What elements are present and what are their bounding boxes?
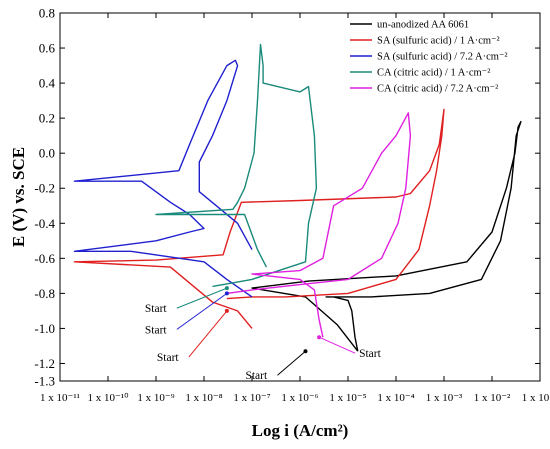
start-label: Start [359,348,382,360]
y-tick-label: 0.2 [39,111,55,126]
annotation-layer: Start Start Start Start Start [145,286,382,382]
legend-label: CA (citric acid) / 7.2 A·cm⁻² [377,84,498,95]
start-arrowhead [224,308,229,313]
series-line-4 [226,112,412,338]
start-label: Start [245,370,268,382]
series-layer [73,43,522,352]
x-tick-label: 1 x 10⁻⁵ [329,392,366,404]
start-arrow [318,336,356,354]
start-arrowhead [224,286,229,291]
legend-label: un-anodized AA 6061 [377,20,469,31]
start-arrowhead [303,349,308,354]
x-tick-label: 1 x 10⁻⁷ [233,392,270,404]
start-label: Start [145,324,168,336]
start-label: Start [157,352,180,364]
legend-label: CA (citric acid) / 1 A·cm⁻² [377,68,490,79]
legend-label: SA (sulfuric acid) / 1 A·cm⁻² [377,36,500,47]
start-label: Start [145,303,168,315]
y-tick-label: -1.2 [34,356,55,371]
series-line-2 [73,59,253,298]
y-tick-label: 0.8 [39,6,55,21]
start-arrowhead [224,291,229,296]
series-line-3 [155,43,318,288]
y-tick-label: 0.0 [39,146,55,161]
start-arrow [188,310,228,358]
y-tick-label: 0.6 [39,41,56,56]
y-tick-label: -1.3 [34,374,55,389]
x-tick-label: 1 x 10⁻⁹ [137,392,174,404]
start-arrow [277,350,306,376]
legend-label: SA (sulfuric acid) / 7.2 A·cm⁻² [377,52,508,63]
x-axis-title: Log i (A/cm²) [252,421,349,440]
start-arrow [176,292,228,330]
series-line-1 [73,108,445,329]
x-tick-label: 1 x 10⁻¹ [522,392,550,404]
y-tick-label: 0.4 [39,76,56,91]
x-tick-label: 1 x 10⁻² [474,392,511,404]
y-axis-title: E (V) vs. SCE [9,147,28,247]
start-arrow [176,287,228,309]
y-tick-label: -1.0 [34,321,55,336]
x-tick-label: 1 x 10⁻⁴ [377,392,414,404]
series-line-0 [251,120,522,352]
legend: un-anodized AA 6061 SA (sulfuric acid) / … [350,20,508,95]
y-tick-label: -0.2 [34,181,55,196]
y-tick-label: -0.4 [34,216,55,231]
x-tick-label: 1 x 10⁻⁸ [185,392,222,404]
x-tick-label: 1 x 10⁻¹¹ [40,392,80,404]
y-tick-label: -0.8 [34,286,55,301]
x-tick-label: 1 x 10⁻¹⁰ [87,392,129,404]
x-tick-label: 1 x 10⁻³ [426,392,463,404]
y-tick-label: -0.6 [34,251,55,266]
start-arrowhead [317,335,322,340]
x-tick-label: 1 x 10⁻⁶ [281,392,318,404]
axis-ticks: 0.8 0.6 0.4 0.2 0.0 -0.2 -0.4 -0.6 -0.8 -1.0 -1.2 -… [34,6,550,405]
